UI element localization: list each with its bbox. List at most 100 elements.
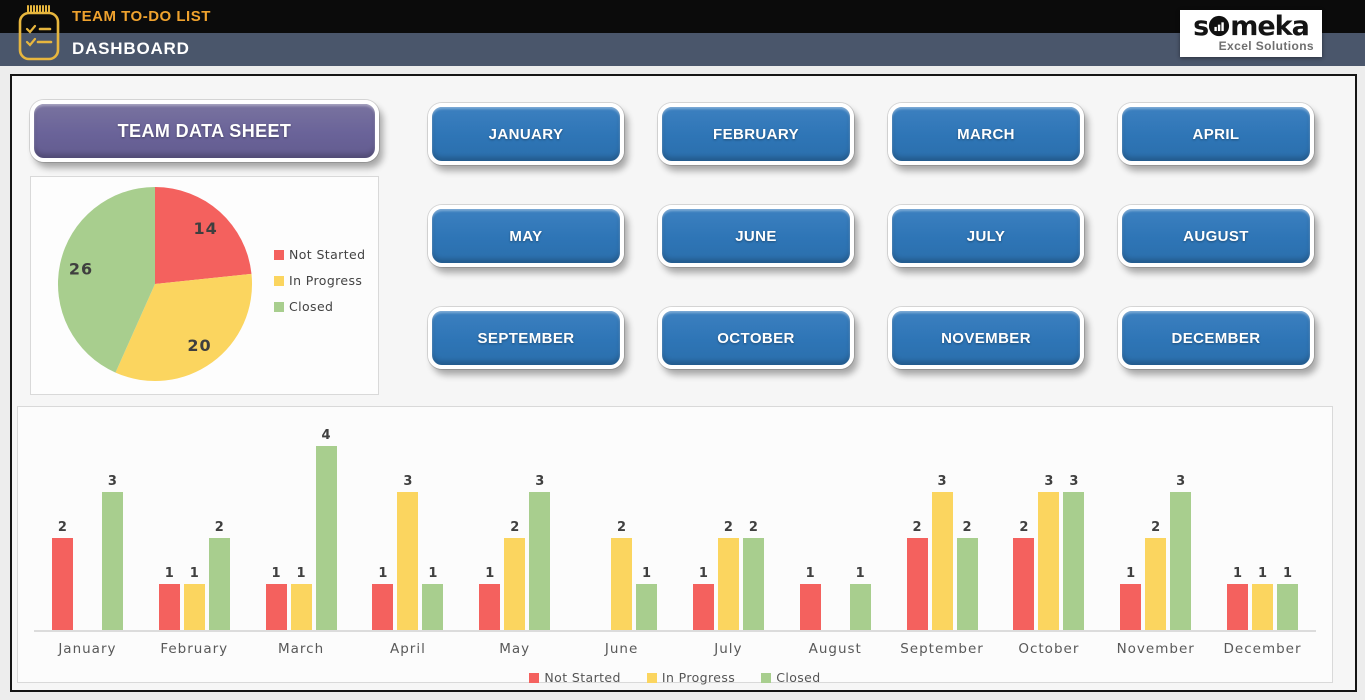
team-data-sheet-button[interactable]: TEAM DATA SHEET bbox=[30, 100, 379, 162]
bar-closed bbox=[208, 538, 230, 630]
x-axis-label: May bbox=[499, 641, 531, 657]
bar-value-label: 1 bbox=[1232, 566, 1243, 581]
bar-not-started bbox=[265, 584, 287, 630]
bar-value-label: 3 bbox=[107, 474, 117, 489]
bar-slot: 3 bbox=[101, 409, 123, 630]
bar-value-label: 2 bbox=[748, 520, 758, 535]
status-pie-chart-panel: 14 20 26 Not Started In Progress Closed bbox=[30, 176, 379, 395]
bar-slot: 2 bbox=[956, 409, 978, 630]
legend-swatch bbox=[274, 275, 284, 286]
bar-value-label: 3 bbox=[937, 474, 947, 489]
legend-swatch bbox=[274, 249, 284, 260]
x-axis-label: April bbox=[389, 641, 426, 657]
bar-slot: 1 bbox=[479, 409, 501, 630]
bar-slot: 2 bbox=[51, 409, 73, 630]
x-axis-label: February bbox=[160, 641, 229, 657]
month-button-october[interactable]: OCTOBER bbox=[658, 307, 854, 369]
month-button-december[interactable]: DECEMBER bbox=[1118, 307, 1314, 369]
pie-data-label: 14 bbox=[193, 219, 217, 238]
bar-slot: 1 bbox=[1227, 409, 1249, 630]
legend-swatch bbox=[646, 672, 657, 683]
bar-slot: 2 bbox=[717, 409, 739, 630]
x-axis-label: June bbox=[604, 641, 639, 657]
bar-value-label: 2 bbox=[962, 520, 972, 535]
pie-slice-closed bbox=[57, 187, 155, 373]
x-axis-label: July bbox=[714, 641, 743, 657]
bar-in-progress bbox=[397, 492, 419, 630]
bar-value-label: 3 bbox=[1044, 474, 1054, 489]
bar-value-label: 2 bbox=[723, 520, 733, 535]
bar-not-started bbox=[1120, 584, 1142, 630]
month-button-september[interactable]: SEPTEMBER bbox=[428, 307, 624, 369]
legend-swatch bbox=[761, 672, 772, 683]
month-button-june[interactable]: JUNE bbox=[658, 205, 854, 267]
bar-closed bbox=[1170, 492, 1192, 630]
bar-slot: 3 bbox=[931, 409, 953, 630]
bar-slot: 3 bbox=[1063, 409, 1085, 630]
month-button-march[interactable]: MARCH bbox=[888, 103, 1084, 165]
pie-legend: Not Started In Progress Closed bbox=[274, 247, 365, 325]
legend-label: In Progress bbox=[661, 670, 736, 685]
pie-legend-item: In Progress bbox=[274, 273, 365, 288]
bar-in-progress bbox=[717, 538, 739, 630]
bar-closed bbox=[1063, 492, 1085, 630]
bar-in-progress bbox=[183, 584, 205, 630]
bar-value-label: 2 bbox=[510, 520, 520, 535]
bar-value-label: 1 bbox=[164, 566, 174, 581]
month-button-may[interactable]: MAY bbox=[428, 205, 624, 267]
legend-label: In Progress bbox=[289, 273, 363, 288]
bar-closed bbox=[742, 538, 764, 630]
bar-value-label: 2 bbox=[57, 520, 67, 535]
bar-slot: 1 bbox=[1120, 409, 1142, 630]
bar-slot: 1 bbox=[265, 409, 287, 630]
x-axis-label: October bbox=[1018, 641, 1080, 657]
logo-tagline: Excel Solutions bbox=[1218, 39, 1314, 53]
bar-value-label: 1 bbox=[428, 566, 438, 581]
legend-label: Closed bbox=[289, 299, 334, 314]
status-pie-chart: 14 20 26 bbox=[57, 187, 253, 382]
header-bottom-band bbox=[0, 33, 1365, 66]
legend-label: Not Started bbox=[289, 247, 366, 262]
bar-value-label: 2 bbox=[617, 520, 627, 535]
month-button-april[interactable]: APRIL bbox=[1118, 103, 1314, 165]
bar-value-label: 1 bbox=[271, 566, 281, 581]
bar-legend-item: In Progress bbox=[646, 670, 736, 685]
x-axis-label: December bbox=[1223, 641, 1302, 657]
bar-closed bbox=[849, 584, 871, 630]
bar-closed bbox=[1277, 584, 1299, 630]
month-button-july[interactable]: JULY bbox=[888, 205, 1084, 267]
bar-value-label: 3 bbox=[403, 474, 413, 489]
bar-value-label: 1 bbox=[1282, 566, 1293, 581]
bar-slot: 1 bbox=[290, 409, 312, 630]
month-button-february[interactable]: FEBRUARY bbox=[658, 103, 854, 165]
bar-not-started bbox=[51, 538, 73, 630]
bar-value-label: 1 bbox=[378, 566, 388, 581]
bar-closed bbox=[956, 538, 978, 630]
bar-not-started bbox=[479, 584, 501, 630]
bar-in-progress bbox=[1038, 492, 1060, 630]
bar-value-label: 2 bbox=[1019, 520, 1029, 535]
month-button-november[interactable]: NOVEMBER bbox=[888, 307, 1084, 369]
bar-value-label: 1 bbox=[642, 566, 652, 581]
bar-value-label: 1 bbox=[189, 566, 199, 581]
bar-legend-item: Not Started bbox=[529, 670, 620, 685]
bar-slot: 4 bbox=[315, 409, 337, 630]
pie-data-label: 26 bbox=[69, 259, 93, 278]
bar-slot: 1 bbox=[183, 409, 205, 630]
bar-closed bbox=[422, 584, 444, 630]
bar-slot: 2 bbox=[1145, 409, 1167, 630]
month-button-august[interactable]: AUGUST bbox=[1118, 205, 1314, 267]
pie-data-label: 20 bbox=[187, 336, 211, 355]
bar-slot: 1 bbox=[692, 409, 714, 630]
month-button-january[interactable]: JANUARY bbox=[428, 103, 624, 165]
bar-value-label: 1 bbox=[698, 566, 708, 581]
bar-slot: 1 bbox=[372, 409, 394, 630]
bar-group-april: 1 3 1 bbox=[354, 409, 461, 630]
bar-not-started bbox=[1013, 538, 1035, 630]
